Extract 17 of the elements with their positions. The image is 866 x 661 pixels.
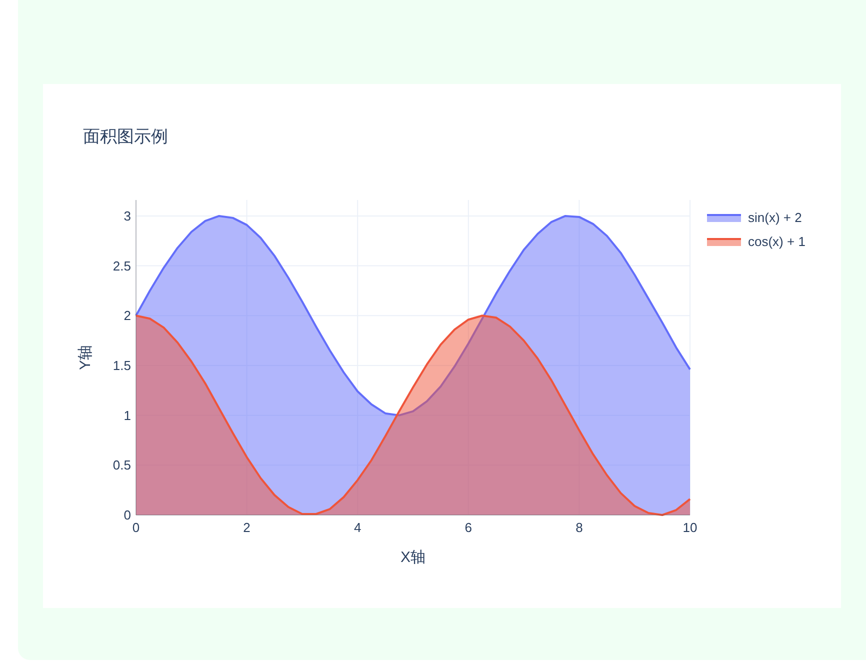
x-axis-title: X轴 bbox=[400, 549, 426, 566]
legend-label: sin(x) + 2 bbox=[748, 210, 802, 225]
legend-label: cos(x) + 1 bbox=[748, 234, 806, 249]
y-tick-label: 2 bbox=[124, 308, 131, 324]
y-tick-label: 1 bbox=[124, 408, 131, 423]
x-tick-label: 6 bbox=[464, 520, 472, 535]
y-tick-label: 2.5 bbox=[112, 258, 131, 274]
x-tick-label: 10 bbox=[682, 520, 698, 535]
y-axis-title: Y轴 bbox=[77, 344, 94, 370]
y-tick-label: 3 bbox=[124, 208, 131, 224]
x-tick-label: 4 bbox=[354, 520, 362, 535]
chart-title: 面积图示例 bbox=[83, 127, 168, 146]
x-tick-label: 8 bbox=[576, 520, 583, 535]
x-tick-label: 2 bbox=[243, 520, 250, 535]
y-tick-label: 0.5 bbox=[112, 458, 131, 473]
y-tick-label: 1.5 bbox=[112, 358, 131, 373]
y-tick-label: 0 bbox=[124, 508, 131, 522]
